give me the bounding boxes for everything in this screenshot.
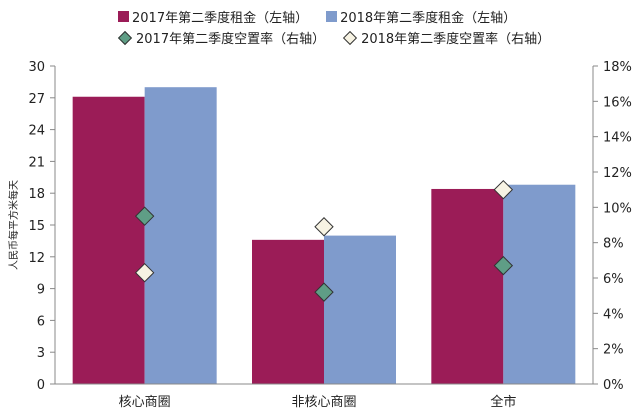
left-tick-label-10: 30 [28,60,45,75]
marker-s0-1 [314,282,334,302]
legend-row-2: 2017年第二季度空置率（右轴） 2018年第二季度空置率（右轴） [117,28,568,47]
bar-s0-2 [431,188,504,384]
marker-s0-2 [493,255,514,276]
axes-group: 核心商圈 非核心商圈 全市 0 3 6 9 12 15 18 21 24 27 30 0% 2% 4% 6% 8% 1… [28,60,631,410]
bar-s1-1 [324,235,396,384]
bar-s0-0 [72,96,145,385]
right-tick-label-6: 12% [603,166,632,181]
marker-s1-2 [493,179,514,200]
y-axis-label: 人民币每平方米每天 [7,180,20,270]
legend-label-rent-2017: 2017年第二季度租金（左轴） [132,11,309,26]
left-tick-label-0: 0 [37,378,45,393]
marker-s0-0 [134,206,155,226]
marker-s1-0 [134,262,155,283]
marker-s1-1 [314,217,334,237]
left-tick-label-3: 9 [37,283,45,298]
legend-item-vacancy-2018: 2018年第二季度空置率（右轴） [343,28,550,47]
legend-label-vacancy-2018: 2018年第二季度空置率（右轴） [361,32,551,47]
left-tick-label-8: 24 [28,124,45,139]
right-tick-label-4: 8% [603,237,624,252]
legend-diamond-vacancy-2017 [117,30,133,45]
legend-label-vacancy-2017: 2017年第二季度空置率（右轴） [136,32,326,47]
right-tick-label-5: 10% [603,201,632,216]
right-tick-label-8: 16% [603,95,632,110]
legend-swatch-rent-2017 [118,11,129,22]
left-tick-label-4: 12 [28,251,45,266]
bar-s0-1 [252,239,324,384]
left-tick-label-5: 15 [28,219,45,234]
left-tick-label-7: 21 [28,155,45,170]
x-tick-label-0: 核心商圈 [119,395,171,410]
left-tick-label-6: 18 [28,187,45,202]
bar-s1-2 [503,184,576,384]
bars-group [72,87,576,385]
markers-group [134,179,514,302]
legend-item-rent-2017: 2017年第二季度租金（左轴） [118,7,308,26]
right-tick-label-2: 4% [603,307,624,322]
right-tick-label-3: 6% [603,272,624,287]
legend-row-1: 2017年第二季度租金（左轴） 2018年第二季度租金（左轴） [118,7,534,26]
x-tick-label-1: 非核心商圈 [291,395,356,410]
legend-diamond-vacancy-2018 [343,30,358,45]
legend-swatch-rent-2018 [326,11,338,22]
bar-s1-0 [144,87,217,384]
right-tick-label-7: 14% [603,131,632,146]
left-tick-label-9: 27 [28,92,45,107]
right-tick-label-1: 2% [603,343,624,358]
left-tick-label-1: 3 [37,346,45,361]
legend-item-vacancy-2017: 2017年第二季度空置率（右轴） [117,28,326,47]
right-tick-label-9: 18% [603,60,632,75]
right-tick-label-0: 0% [603,378,624,393]
legend-label-rent-2018: 2018年第二季度租金（左轴） [340,11,517,26]
legend-item-rent-2018: 2018年第二季度租金（左轴） [326,7,516,26]
x-tick-label-2: 全市 [490,394,516,410]
left-tick-label-2: 6 [37,314,45,329]
